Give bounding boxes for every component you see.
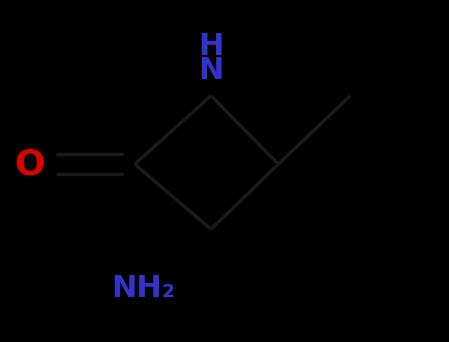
Text: H: H: [198, 32, 224, 61]
Text: O: O: [14, 147, 44, 181]
Text: NH₂: NH₂: [112, 275, 176, 303]
Text: N: N: [198, 56, 224, 84]
